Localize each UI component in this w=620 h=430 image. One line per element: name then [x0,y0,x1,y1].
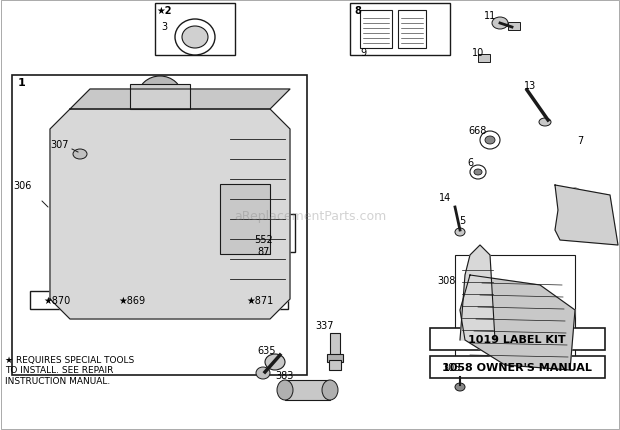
Ellipse shape [73,150,87,160]
Text: 552: 552 [255,234,273,244]
Bar [245,215,295,252]
Bar [350,4,450,56]
Text: 337: 337 [316,320,334,330]
Bar [155,4,235,56]
Ellipse shape [277,380,293,400]
Ellipse shape [488,295,532,335]
Ellipse shape [480,132,500,150]
Polygon shape [70,90,290,110]
Ellipse shape [322,380,338,400]
Ellipse shape [95,164,195,255]
Ellipse shape [455,228,465,237]
Bar [508,23,520,31]
Ellipse shape [195,290,205,298]
Polygon shape [460,275,575,370]
Text: 14: 14 [439,193,451,203]
Bar [455,255,575,370]
Ellipse shape [110,178,180,241]
Ellipse shape [256,367,270,379]
Bar [329,360,341,370]
Text: aReplacementParts.com: aReplacementParts.com [234,209,386,222]
Bar [30,291,85,309]
Ellipse shape [70,141,90,159]
Ellipse shape [462,275,474,286]
Bar [430,356,605,378]
Bar [130,85,190,110]
Text: 3: 3 [161,22,167,32]
Ellipse shape [570,189,580,197]
Text: 13: 13 [524,81,536,91]
Ellipse shape [138,77,182,117]
Text: 9: 9 [360,48,366,58]
Text: 307: 307 [51,140,69,150]
Bar [105,291,160,309]
Text: 1: 1 [18,78,26,88]
Bar [12,76,307,375]
Ellipse shape [455,383,465,391]
Ellipse shape [554,355,566,365]
Bar [220,184,270,255]
Ellipse shape [554,275,566,286]
Ellipse shape [255,290,265,298]
Ellipse shape [462,355,474,365]
Ellipse shape [539,119,551,127]
Ellipse shape [227,209,263,240]
Polygon shape [50,110,290,319]
Ellipse shape [182,27,208,49]
Text: 305: 305 [443,362,461,372]
Bar [430,328,605,350]
Ellipse shape [474,169,482,175]
Bar [478,55,490,63]
Ellipse shape [215,290,225,298]
Bar [360,11,392,49]
Text: 383: 383 [276,370,294,380]
Bar [458,270,573,370]
Text: ★869: ★869 [118,295,146,305]
Text: 635: 635 [258,345,277,355]
Ellipse shape [492,18,508,30]
Text: 668: 668 [469,126,487,136]
Polygon shape [460,246,495,340]
Text: ★2: ★2 [156,6,172,16]
Text: 308: 308 [438,275,456,286]
Ellipse shape [485,137,495,144]
Bar [285,380,330,400]
Ellipse shape [470,166,486,180]
Ellipse shape [235,290,245,298]
Text: 87: 87 [258,246,270,256]
Ellipse shape [245,141,265,159]
Ellipse shape [80,150,210,269]
Text: 1058 OWNER'S MANUAL: 1058 OWNER'S MANUAL [442,362,592,372]
Text: 7: 7 [577,136,583,146]
Ellipse shape [70,270,90,289]
Ellipse shape [245,270,265,289]
Text: 5: 5 [459,215,465,225]
Text: 306: 306 [13,181,31,190]
Bar [233,291,288,309]
Polygon shape [555,186,618,246]
Bar [327,354,343,362]
Bar [330,333,340,358]
Text: 11: 11 [484,11,496,21]
Text: 8: 8 [355,6,361,16]
Ellipse shape [594,211,606,221]
Text: ★ REQUIRES SPECIAL TOOLS
TO INSTALL. SEE REPAIR
INSTRUCTION MANUAL.: ★ REQUIRES SPECIAL TOOLS TO INSTALL. SEE… [5,355,135,385]
Text: 1019 LABEL KIT: 1019 LABEL KIT [468,334,566,344]
Text: 6: 6 [467,158,473,168]
Ellipse shape [559,218,571,227]
Text: ★870: ★870 [43,295,71,305]
Ellipse shape [265,354,285,370]
Text: ★871: ★871 [246,295,273,305]
Ellipse shape [175,20,215,56]
Text: 10: 10 [472,48,484,58]
Bar [398,11,426,49]
